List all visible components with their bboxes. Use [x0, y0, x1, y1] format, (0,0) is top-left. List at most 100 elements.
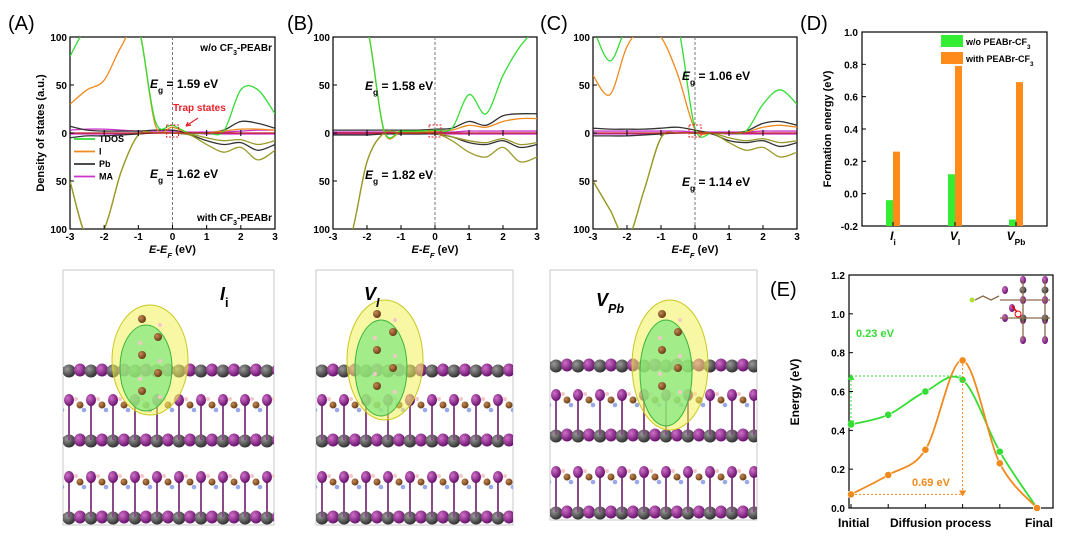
formation-energy-chart: (D) -0.2 0.0 0.2 0.4 0.6 0.8 1.0 Formation energ…: [800, 13, 1048, 247]
iodine-atom: [240, 394, 250, 406]
hydrogen-atom: [305, 474, 309, 478]
hydrogen-atom: [393, 390, 397, 394]
carbon-atom: [483, 478, 491, 486]
carbon-atom: [154, 333, 162, 341]
hydrogen-atom: [678, 354, 682, 358]
hydrogen-atom: [250, 474, 254, 478]
iodine-atom: [74, 433, 86, 447]
lead-atom: [172, 511, 186, 525]
y-tick-label: 100: [50, 33, 67, 44]
hydrogen-atom: [52, 474, 56, 478]
iodine-atom: [327, 433, 339, 447]
carbon-atom: [76, 478, 84, 486]
iodine-atom: [749, 389, 757, 401]
hydrogen-atom: [272, 397, 274, 401]
iodine-atom: [96, 433, 108, 447]
nitrogen-atom: [568, 402, 574, 408]
lead-atom: [238, 434, 252, 448]
iodine-atom: [639, 466, 649, 478]
hydrogen-atom: [393, 318, 397, 322]
lead-atom: [260, 364, 274, 378]
bandgap-lower-label-part: g: [373, 176, 378, 186]
bandgap-lower-label-part: = 1.62 eV: [163, 167, 218, 181]
structure-atoms: [305, 299, 513, 525]
defect-label: VPb: [596, 290, 624, 316]
arrow-icon: [959, 490, 967, 497]
nitrogen-atom: [356, 484, 362, 490]
carbon-atom: [505, 478, 513, 486]
bandgap-upper-label-part: g: [373, 87, 378, 97]
carbon-atom: [542, 474, 549, 481]
nitrogen-atom: [235, 407, 241, 413]
iodine-atom: [74, 363, 86, 377]
hydrogen-atom: [184, 474, 188, 478]
iodine-atom: [130, 471, 140, 483]
iodine-atom: [649, 505, 661, 519]
nitrogen-atom: [568, 479, 574, 485]
iodine-atom: [605, 505, 617, 519]
iodine-atom: [349, 433, 361, 447]
legend-label: w/o PEABr-CF3: [965, 37, 1031, 51]
hydrogen-atom: [437, 397, 441, 401]
x-axis-label-part: (eV): [435, 244, 459, 256]
nitrogen-atom: [125, 484, 131, 490]
hydrogen-atom: [583, 392, 587, 396]
iodine-atom: [96, 363, 108, 377]
carbon-atom: [76, 401, 84, 409]
nitrogen-atom: [550, 402, 552, 408]
iodine-atom: [284, 394, 294, 406]
vacancy-site: [1014, 310, 1022, 318]
lead-atom: [571, 506, 585, 520]
carbon-atom: [308, 402, 315, 409]
condition-label-without-part: 3: [233, 50, 237, 57]
y-tick-label: 50: [319, 177, 331, 188]
iodine-atom: [595, 466, 605, 478]
nitrogen-atom: [235, 484, 241, 490]
iodine-atom: [550, 361, 551, 369]
nitrogen-atom: [103, 484, 109, 490]
lead-atom: [425, 511, 439, 525]
carbon-atom: [138, 351, 146, 359]
hydrogen-atom: [715, 469, 719, 473]
lead-atom: [128, 511, 142, 525]
x-tick-label-part: I: [958, 237, 960, 247]
iodine-atom: [727, 389, 737, 401]
lead-atom: [150, 434, 164, 448]
x-tick-label: 0: [432, 232, 438, 243]
data-point: [921, 387, 930, 396]
condition-label-without-part: -PEABr: [237, 43, 272, 54]
iodine-atom: [63, 513, 64, 521]
bar-without-0: [886, 200, 893, 226]
hydrogen-atom: [539, 469, 543, 473]
carbon-atom: [120, 401, 128, 409]
lead-atom: [359, 511, 373, 525]
nitrogen-atom: [767, 403, 772, 408]
iodine-atom: [262, 471, 272, 483]
hydrogen-atom: [184, 397, 188, 401]
carbon-atom: [154, 369, 162, 377]
nitrogen-atom: [356, 407, 362, 413]
bandgap-upper-label-part: = 1.59 eV: [163, 77, 218, 91]
lead-atom: [425, 364, 439, 378]
bandgap-lower-label-part: E: [365, 168, 374, 182]
bandgap-upper-label-part: E: [150, 77, 159, 91]
nitrogen-atom: [466, 407, 472, 413]
bandgap-lower-label: Eg = 1.14 eV: [682, 175, 750, 193]
iodine-atom: [228, 363, 240, 377]
iodine-atom: [427, 394, 437, 406]
hydrogen-atom: [158, 359, 162, 363]
hydrogen-atom: [561, 392, 565, 396]
iodine-atom: [284, 471, 294, 483]
legend-swatch: [941, 35, 963, 47]
iodine-atom: [272, 365, 274, 375]
x-label-diffusion: Diffusion process: [890, 516, 992, 530]
dos-panel-2: (C) -3 -2 -1 0 1 2 3 100 50 0 50 100 E-EF (eV) Eg = 1.…: [540, 13, 800, 260]
carbon-atom: [762, 397, 769, 404]
defect-label-part: V: [364, 284, 378, 304]
lead-atom: [469, 434, 483, 448]
lead-atom: [703, 506, 717, 520]
carbon-atom: [55, 479, 62, 486]
bar-with-2: [1016, 82, 1023, 226]
condition-label-with-part: with CF: [196, 213, 233, 224]
panel-label: (B): [287, 13, 314, 35]
